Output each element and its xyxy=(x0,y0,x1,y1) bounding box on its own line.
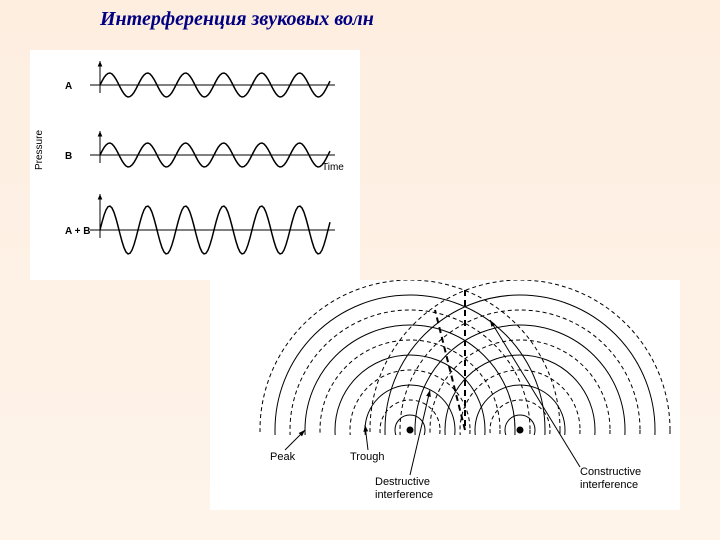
svg-text:Constructive: Constructive xyxy=(580,466,641,478)
svg-text:Pressure: Pressure xyxy=(34,130,45,170)
wave-svg: Pressure A B A + B Time xyxy=(30,50,360,280)
svg-text:interference: interference xyxy=(375,489,433,501)
page-title: Интерференция звуковых волн xyxy=(100,8,374,31)
interference-svg: PeakTroughDestructiveinterferenceConstru… xyxy=(210,280,680,510)
interference-diagram-panel: PeakTroughDestructiveinterferenceConstru… xyxy=(210,280,680,510)
svg-text:B: B xyxy=(65,151,72,162)
svg-text:A + B: A + B xyxy=(65,226,90,237)
svg-text:Time: Time xyxy=(322,162,344,173)
svg-text:interference: interference xyxy=(580,479,638,491)
svg-text:Trough: Trough xyxy=(350,451,384,463)
svg-text:A: A xyxy=(65,81,72,92)
wave-diagram-panel: Pressure A B A + B Time xyxy=(30,50,360,280)
svg-text:Peak: Peak xyxy=(270,451,296,463)
svg-text:Destructive: Destructive xyxy=(375,476,430,488)
